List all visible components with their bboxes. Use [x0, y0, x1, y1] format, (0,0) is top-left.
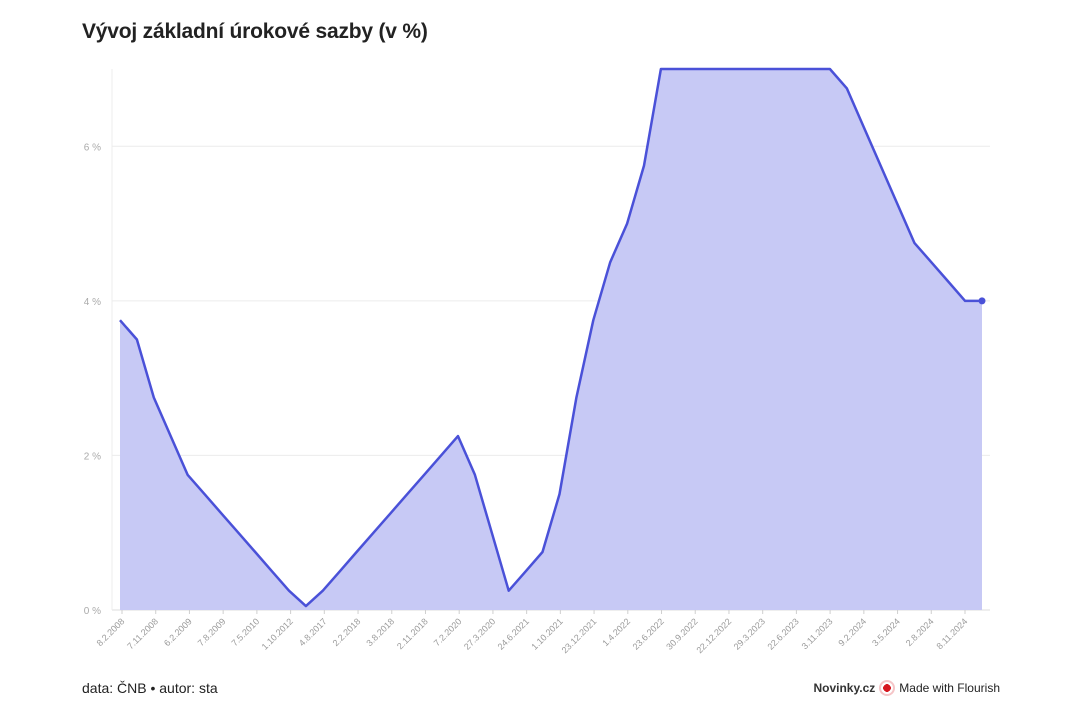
x-tick-label: 3.5.2024 — [870, 616, 902, 648]
x-tick-label: 2.11.2018 — [395, 616, 430, 651]
x-tick-label: 23.6.2022 — [631, 616, 666, 651]
x-tick-label: 1.10.2021 — [529, 616, 564, 651]
x-tick-label: 1.4.2022 — [600, 616, 632, 648]
x-tick-label: 24.6.2021 — [496, 616, 531, 651]
x-tick-label: 7.2.2020 — [432, 616, 464, 648]
x-tick-label: 27.3.2020 — [462, 616, 497, 651]
x-tick-label: 29.3.2023 — [732, 616, 767, 651]
x-tick-label: 2.2.2018 — [331, 616, 363, 648]
x-tick-label: 22.12.2022 — [694, 616, 733, 655]
x-tick-label: 4.8.2017 — [297, 616, 329, 648]
x-tick-label: 1.10.2012 — [260, 616, 295, 651]
x-tick-label: 22.6.2023 — [765, 616, 800, 651]
rate-area — [120, 69, 982, 610]
flourish-logo-icon — [881, 682, 894, 694]
x-tick-label: 9.2.2024 — [836, 616, 868, 648]
x-tick-label: 3.11.2023 — [800, 616, 835, 651]
last-point-marker[interactable] — [978, 297, 986, 305]
x-tick-label: 8.11.2024 — [935, 616, 970, 651]
source-note: data: ČNB • autor: sta — [82, 680, 218, 696]
rate-line — [119, 67, 982, 608]
y-tick-label: 2 % — [84, 451, 101, 462]
y-axis: 0 % 2 % 4 % 6 % — [84, 142, 101, 617]
x-tick-label: 2.8.2024 — [904, 616, 936, 648]
x-tick-label: 7.8.2009 — [196, 616, 228, 648]
y-tick-label: 0 % — [84, 606, 101, 617]
y-tick-label: 4 % — [84, 297, 101, 308]
x-tick-label: 6.2.2009 — [162, 616, 194, 648]
brand-logo[interactable]: Novinky.cz — [813, 681, 876, 695]
x-tick-label: 8.2.2008 — [95, 616, 127, 648]
x-tick-label: 7.11.2008 — [125, 616, 160, 651]
credits: Novinky.cz Made with Flourish — [813, 681, 1000, 695]
y-tick-label: 6 % — [84, 142, 101, 153]
x-tick-label: 3.8.2018 — [364, 616, 396, 648]
made-with-flourish-link[interactable]: Made with Flourish — [899, 681, 1000, 695]
x-tick-label: 30.9.2022 — [664, 616, 699, 651]
x-tick-label: 7.5.2010 — [229, 616, 261, 648]
chart-title: Vývoj základní úrokové sazby (v %) — [82, 20, 428, 43]
x-tick-label: 23.12.2021 — [560, 616, 599, 655]
